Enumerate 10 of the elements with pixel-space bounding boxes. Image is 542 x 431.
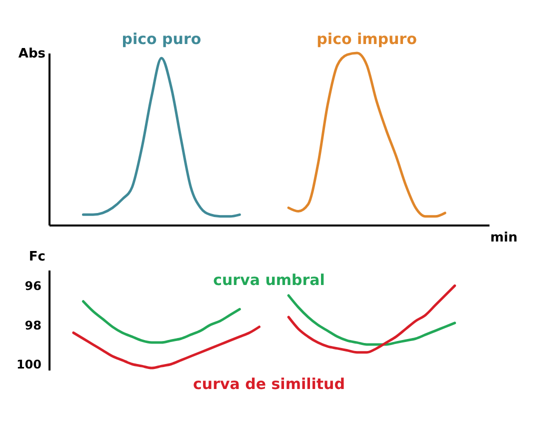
y-tick-label: 100 [16,358,42,372]
series-label: pico impuro [316,30,417,48]
y-axis-title: Abs [18,46,46,62]
y-tick-label: 96 [24,279,42,294]
series-label: pico puro [122,30,202,48]
series-label: curva umbral [213,271,325,289]
y-axis-title: Fc [28,250,46,264]
x-axis-title: min [490,230,518,246]
series-label: curva de similitud [193,375,345,393]
y-tick-label: 98 [24,318,42,332]
